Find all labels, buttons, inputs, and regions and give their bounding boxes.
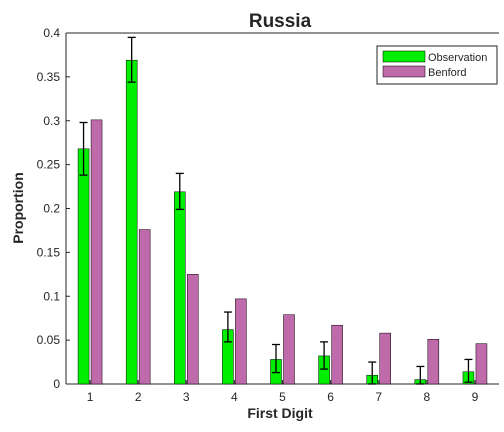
x-tick-label: 3: [183, 390, 190, 404]
y-tick-label: 0.15: [37, 245, 61, 259]
x-tick-label: 7: [375, 390, 382, 404]
x-tick-label: 6: [327, 390, 334, 404]
y-tick-label: 0.4: [43, 26, 60, 40]
x-tick-label: 5: [279, 390, 286, 404]
legend-swatch-benford: [383, 66, 425, 77]
y-tick-label: 0.35: [37, 70, 61, 84]
benford-bar: [332, 325, 343, 384]
y-tick-label: 0.2: [43, 202, 60, 216]
legend-swatch-observation: [383, 51, 425, 62]
benford-bar: [428, 339, 439, 384]
y-tick-label: 0: [53, 377, 60, 391]
x-axis-label: First Digit: [247, 405, 313, 421]
chart-title: Russia: [249, 11, 312, 32]
plot-area: 0 0.05 0.1 0.15 0.2 0.25 0.3 0.35 0.4 1 2 3 4 5 6 7 8 9 Ob…: [37, 26, 499, 404]
y-tick-label: 0.05: [37, 333, 61, 347]
observation-bar: [174, 192, 185, 384]
benford-bar: [284, 315, 295, 384]
legend-label-benford: Benford: [428, 67, 467, 79]
y-axis-label: Proportion: [10, 172, 26, 244]
benford-bar: [91, 120, 102, 384]
benford-bar: [476, 344, 487, 384]
observation-bar: [78, 149, 89, 384]
benford-bar: [380, 333, 391, 384]
y-tick-label: 0.25: [37, 158, 61, 172]
x-tick-label: 8: [423, 390, 430, 404]
x-tick-label: 9: [472, 390, 479, 404]
benford-bar: [139, 230, 150, 384]
x-tick-label: 1: [87, 390, 94, 404]
legend-label-observation: Observation: [428, 52, 487, 64]
observation-bar: [126, 60, 137, 384]
benford-bar: [235, 299, 246, 384]
y-tick-label: 0.3: [43, 114, 60, 128]
benford-bar: [187, 274, 198, 384]
x-tick-label: 4: [231, 390, 238, 404]
y-tick-label: 0.1: [43, 289, 60, 303]
x-tick-label: 2: [135, 390, 142, 404]
